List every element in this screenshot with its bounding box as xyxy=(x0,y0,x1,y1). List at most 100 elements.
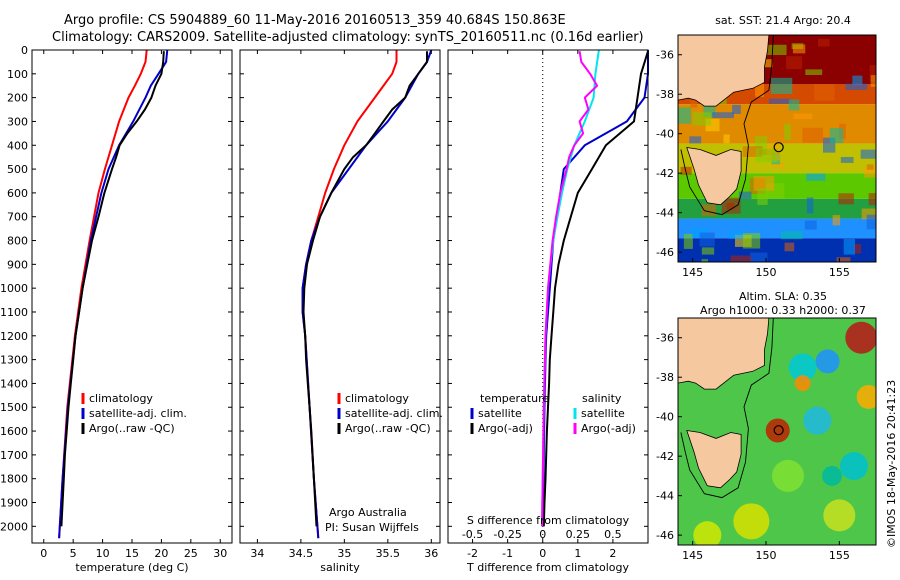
series-line-salinity-argo-adj xyxy=(541,51,599,527)
x-tick-label: 25 xyxy=(184,547,198,560)
y-tick-label: 600 xyxy=(7,187,28,200)
x-tick-label: 34.5 xyxy=(289,547,314,560)
header-line-1: Argo profile: CS 5904889_60 11-May-2016 … xyxy=(64,13,566,28)
map-y-tick-label: -44 xyxy=(656,490,674,503)
sla-map-title-1: Altim. SLA: 0.35 xyxy=(738,290,828,303)
sst-patch xyxy=(864,167,876,178)
sla-map: 145 150 155 -36 -38 -40 -42 -44 -46 xyxy=(656,317,877,562)
sst-map-title: sat. SST: 21.4 Argo: 20.4 xyxy=(715,14,851,27)
x-axis-label-salinity: S difference from climatology xyxy=(467,514,630,527)
sla-eddy xyxy=(822,465,842,486)
y-tick-label: 900 xyxy=(7,258,28,271)
sst-patch xyxy=(728,229,744,239)
x-axis-label: temperature (deg C) xyxy=(75,561,188,574)
legend-entry: satellite-adj. clim. xyxy=(345,407,443,420)
sst-patch xyxy=(784,123,791,141)
sst-patch xyxy=(870,75,876,87)
sst-band xyxy=(678,238,876,262)
x-tick-label: 20 xyxy=(154,547,168,560)
sst-patch xyxy=(868,193,876,206)
x-tick-label: 10 xyxy=(96,547,110,560)
sst-patch xyxy=(738,191,752,200)
sst-patch xyxy=(755,83,765,97)
sst-patch xyxy=(860,149,876,159)
sst-patch xyxy=(769,98,791,104)
sst-patch xyxy=(757,188,768,205)
sst-patch xyxy=(802,127,823,143)
sst-patch xyxy=(732,104,741,114)
series-line-argo-raw-qc xyxy=(302,51,428,527)
y-tick-label: 1300 xyxy=(0,354,28,367)
sst-patch xyxy=(806,173,826,181)
legend-entry: climatology xyxy=(89,392,153,405)
x-tick-label-salinity: -0.5 xyxy=(462,528,483,541)
x-tick-label-salinity: 0.25 xyxy=(566,528,591,541)
series-line-satellite-adj-clim xyxy=(301,49,433,539)
sla-eddy xyxy=(772,459,804,492)
x-tick-label-salinity: 0.5 xyxy=(604,528,622,541)
sst-patch xyxy=(690,98,698,108)
difference-panel: -2 -1 0 1 2T difference from climatology -0.5… xyxy=(447,49,649,574)
sla-eddy xyxy=(845,321,876,354)
series-line-satellite-adj-clim xyxy=(58,49,169,539)
series-line-argo-raw-qc xyxy=(60,51,165,527)
map-x-tick-label: 155 xyxy=(829,266,850,279)
plot-frame xyxy=(447,49,649,544)
sla-eddy xyxy=(733,503,770,540)
map-x-tick-label: 150 xyxy=(756,266,777,279)
argo-position-marker xyxy=(773,142,784,153)
sst-patch xyxy=(845,83,868,90)
annotation-pi: PI: Susan Wijffels xyxy=(325,521,419,534)
y-tick-label: 1500 xyxy=(0,401,28,414)
x-axis-label: salinity xyxy=(320,561,360,574)
y-tick-label: 1400 xyxy=(0,377,28,390)
y-tick-label: 0 xyxy=(21,44,28,57)
map-frame xyxy=(677,317,877,546)
y-tick-label: 700 xyxy=(7,211,28,224)
x-tick-label-salinity: 0 xyxy=(539,528,546,541)
y-tick-label: 1200 xyxy=(0,330,28,343)
series-line-climatology xyxy=(58,49,148,539)
y-tick-label: 100 xyxy=(7,68,28,81)
sla-eddy xyxy=(856,384,876,409)
y-tick-label: 800 xyxy=(7,235,28,248)
map-y-tick-label: -42 xyxy=(656,167,674,180)
y-tick-label: 1900 xyxy=(0,497,28,510)
tasmania xyxy=(686,147,742,206)
x-tick-label: 0 xyxy=(40,547,47,560)
y-tick-label: 500 xyxy=(7,163,28,176)
x-tick-label: 15 xyxy=(125,547,139,560)
sst-patch xyxy=(861,208,876,220)
map-x-tick-label: 145 xyxy=(682,549,703,562)
map-x-tick-label: 155 xyxy=(829,549,850,562)
x-tick-label-salinity: -0.25 xyxy=(493,528,521,541)
sla-eddy xyxy=(794,375,811,392)
map-y-tick-label: -38 xyxy=(656,371,674,384)
x-tick-label: 30 xyxy=(213,547,227,560)
header-line-2: Climatology: CARS2009. Satellite-adjuste… xyxy=(52,30,644,45)
sla-eddy xyxy=(823,499,856,532)
sst-patch xyxy=(838,193,854,205)
map-x-tick-label: 145 xyxy=(682,266,703,279)
legend-entry: Argo(-adj) xyxy=(478,422,533,435)
sst-patch xyxy=(806,197,814,214)
map-y-tick-label: -40 xyxy=(656,411,674,424)
annotation-argo-australia: Argo Australia xyxy=(329,506,407,519)
x-tick-label: 35.5 xyxy=(376,547,401,560)
map-y-tick-label: -42 xyxy=(656,450,674,463)
sst-patch xyxy=(818,38,830,47)
sst-band xyxy=(678,218,876,239)
sla-map-title-2: Argo h1000: 0.33 h2000: 0.37 xyxy=(700,304,866,317)
mainland-australia xyxy=(678,35,770,107)
y-tick-label: 300 xyxy=(7,115,28,128)
sst-patch xyxy=(701,259,709,262)
legend-entry: satellite xyxy=(478,407,522,420)
sst-patch xyxy=(712,112,735,119)
legend-entry: Argo(..raw -QC) xyxy=(89,422,175,435)
sst-patch xyxy=(804,220,817,230)
sst-patch xyxy=(742,146,763,157)
plot-frame xyxy=(239,49,441,544)
sst-patch xyxy=(730,255,752,262)
legend-entry: satellite-adj. clim. xyxy=(89,407,187,420)
map-field xyxy=(678,35,876,262)
